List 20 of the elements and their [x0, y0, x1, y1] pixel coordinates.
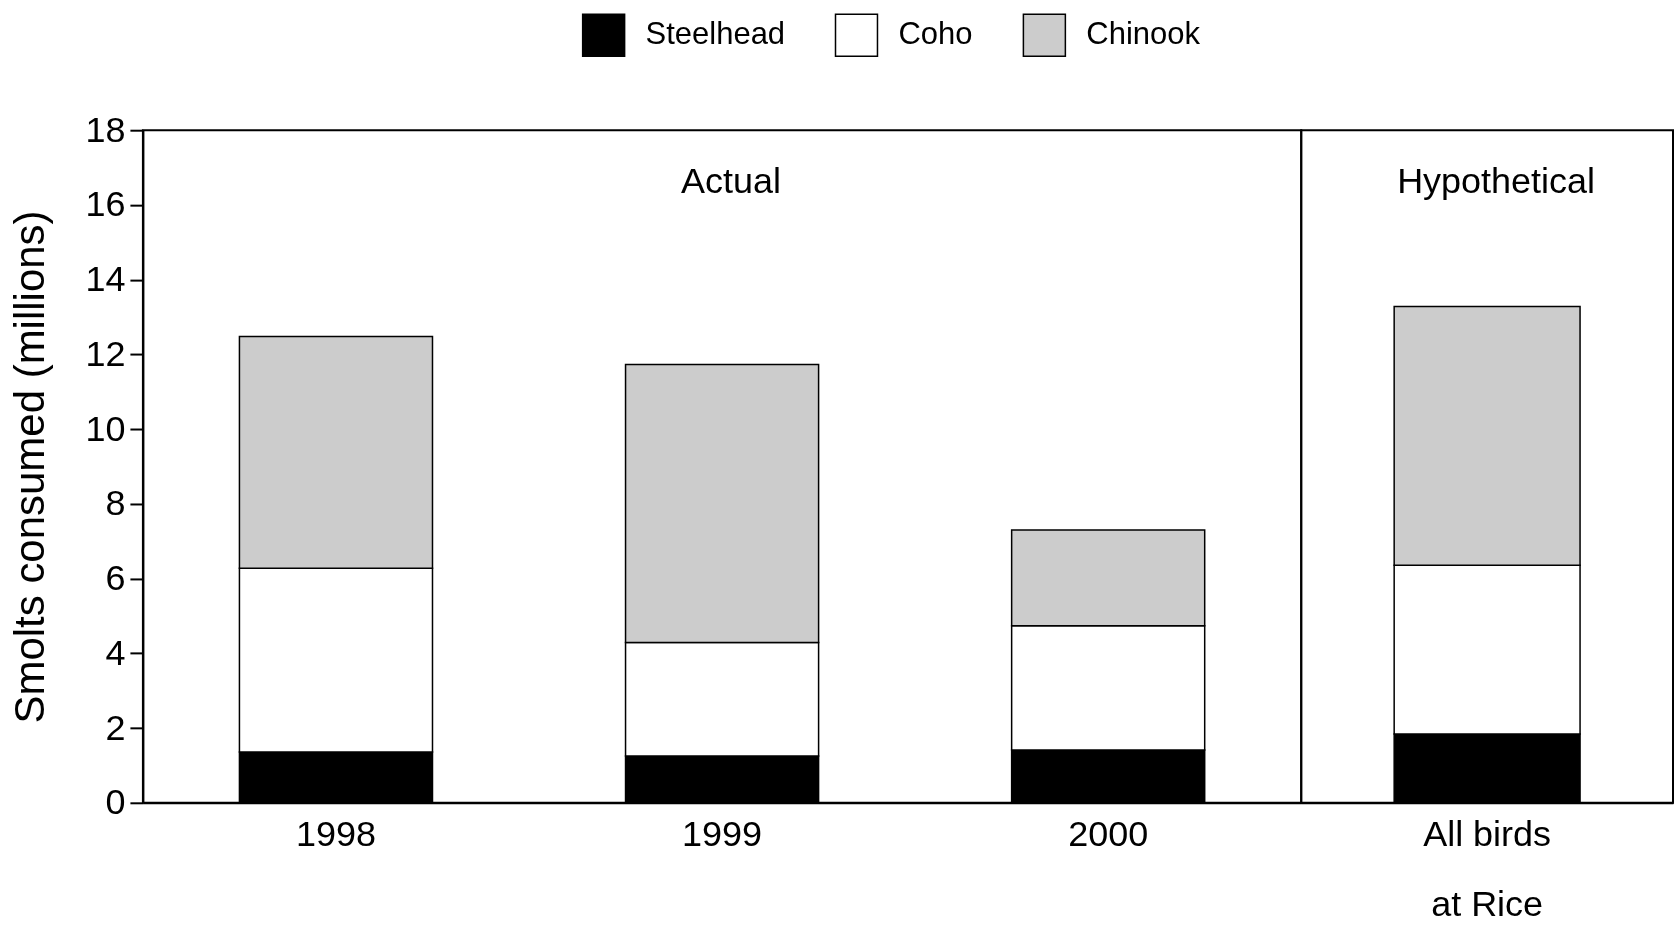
y-tick-label: 6 [105, 557, 126, 599]
y-axis-title: Smolts consumed (millions) [6, 210, 54, 724]
y-tick-label: 12 [85, 332, 126, 374]
y-tick-label: 0 [105, 781, 126, 823]
legend-label: Chinook [1086, 16, 1201, 52]
y-tick-label: 2 [105, 706, 126, 748]
text: Actual [681, 160, 782, 202]
y-tick-label: 18 [85, 108, 126, 150]
y-tick-label: 16 [85, 183, 126, 225]
x-tick-label: All birds at Rice [1423, 813, 1552, 925]
y-tick-label: 10 [85, 407, 126, 449]
x-tick-label: 2000 [1068, 813, 1149, 855]
legend-label: Coho [898, 16, 973, 52]
legend-label: Steelhead [645, 16, 786, 52]
y-tick-label: 4 [105, 631, 126, 673]
y-tick-label: 14 [85, 258, 126, 300]
x-tick-label: 1998 [295, 813, 376, 855]
text: Hypothetical [1397, 160, 1596, 202]
x-tick-label: 1999 [682, 813, 763, 855]
y-tick-label: 8 [105, 482, 126, 524]
